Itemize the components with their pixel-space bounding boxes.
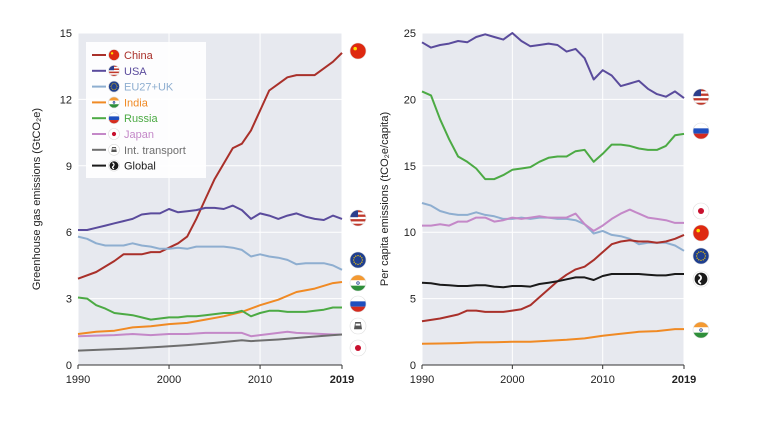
right-end-icons xyxy=(692,88,710,339)
left-series-line xyxy=(77,296,342,321)
right-series-line xyxy=(421,32,685,99)
usa-flag-icon xyxy=(108,65,120,77)
left-series-line xyxy=(77,333,343,352)
right-series-line xyxy=(422,208,684,232)
left-series-lines xyxy=(77,52,343,352)
legend-label: Global xyxy=(124,161,156,173)
right-y-tick: 15 xyxy=(404,161,416,173)
left-y-tick: 0 xyxy=(66,360,72,372)
legend-item: EU27+UK xyxy=(92,80,174,94)
china-flag-icon xyxy=(108,49,120,61)
left-x-tick: 2019 xyxy=(330,374,354,386)
left-y-ticks: 0 3 6 9 12 15 xyxy=(60,28,72,372)
legend-label: USA xyxy=(124,66,147,78)
right-x-tick: 1990 xyxy=(410,374,434,386)
right-x-tick: 2010 xyxy=(590,374,614,386)
legend-item: Japan xyxy=(92,128,154,141)
left-y-tick: 6 xyxy=(66,227,72,239)
legend-item: Int. transport xyxy=(92,144,186,157)
right-chart: 0 5 10 15 20 25 1990 2000 2010 2019 Per … xyxy=(379,28,710,386)
right-y-ticks: 0 5 10 15 20 25 xyxy=(404,28,416,372)
china-flag-icon xyxy=(692,224,710,242)
legend-label: Japan xyxy=(124,129,154,141)
eu-flag-icon xyxy=(692,247,710,265)
right-x-tick: 2019 xyxy=(672,374,696,386)
legend-label: Russia xyxy=(124,113,159,125)
left-x-tick: 2010 xyxy=(248,374,272,386)
right-y-axis-label: Per capita emissions (tCO₂e/capita) xyxy=(379,112,391,286)
legend-label: China xyxy=(124,50,154,62)
russia-flag-icon xyxy=(692,122,710,140)
legend-label: India xyxy=(124,97,149,109)
india-flag-icon xyxy=(692,321,710,339)
japan-flag-icon xyxy=(349,339,367,357)
right-y-tick: 5 xyxy=(410,294,416,306)
left-y-tick: 12 xyxy=(60,94,72,106)
left-y-tick: 3 xyxy=(66,294,72,306)
globe-icon xyxy=(108,159,120,172)
right-y-tick: 10 xyxy=(404,227,416,239)
globe-icon xyxy=(692,270,710,288)
japan-flag-icon xyxy=(692,202,710,220)
left-series-line xyxy=(77,235,343,271)
legend-item: USA xyxy=(92,65,147,78)
left-x-tick: 1990 xyxy=(66,374,90,386)
right-y-tick: 25 xyxy=(404,28,416,40)
right-series-lines xyxy=(421,32,685,345)
left-chart: 0 3 6 9 12 15 1990 2000 2010 2019 Greenh… xyxy=(31,28,367,386)
right-series-line xyxy=(421,90,685,181)
left-series-line xyxy=(77,52,343,280)
legend-label: EU27+UK xyxy=(124,82,174,94)
right-series-line xyxy=(421,233,685,323)
left-series-line xyxy=(77,330,342,338)
transport-icon xyxy=(349,317,367,335)
right-series-line xyxy=(421,273,684,289)
left-y-tick: 15 xyxy=(60,28,72,40)
legend-label: Int. transport xyxy=(124,145,186,157)
usa-flag-icon xyxy=(349,209,367,227)
legend-item: India xyxy=(92,96,149,109)
legend-item: Global xyxy=(92,159,156,173)
legend-box xyxy=(86,42,206,178)
eu-flag-icon xyxy=(108,80,120,93)
usa-flag-icon xyxy=(692,88,710,106)
india-flag-icon xyxy=(108,96,120,109)
right-gridlines xyxy=(421,32,685,369)
left-x-tick: 2000 xyxy=(157,374,181,386)
left-series-line xyxy=(77,281,343,335)
right-y-tick: 0 xyxy=(410,360,416,372)
right-y-tick: 20 xyxy=(404,94,416,106)
japan-flag-icon xyxy=(108,128,120,140)
legend: China USA EU27+UK India Russia Japan Int. tran… xyxy=(86,42,206,178)
russia-flag-icon xyxy=(349,295,367,313)
india-flag-icon xyxy=(349,274,367,292)
china-flag-icon xyxy=(349,42,367,60)
right-plot-area xyxy=(422,33,684,365)
right-x-tick: 2000 xyxy=(500,374,524,386)
left-series-line xyxy=(78,204,343,231)
legend-item: Russia xyxy=(92,112,159,125)
legend-item: China xyxy=(92,49,154,62)
left-y-tick: 9 xyxy=(66,161,72,173)
eu-flag-icon xyxy=(349,251,367,269)
left-y-axis-label: Greenhouse gas emissions (GtCO₂e) xyxy=(31,108,43,290)
right-series-line xyxy=(421,328,684,345)
transport-icon xyxy=(108,144,120,156)
right-x-ticks: 1990 2000 2010 2019 xyxy=(410,374,696,386)
left-x-ticks: 1990 2000 2010 2019 xyxy=(66,374,354,386)
left-end-icons xyxy=(349,42,367,357)
russia-flag-icon xyxy=(108,112,120,124)
